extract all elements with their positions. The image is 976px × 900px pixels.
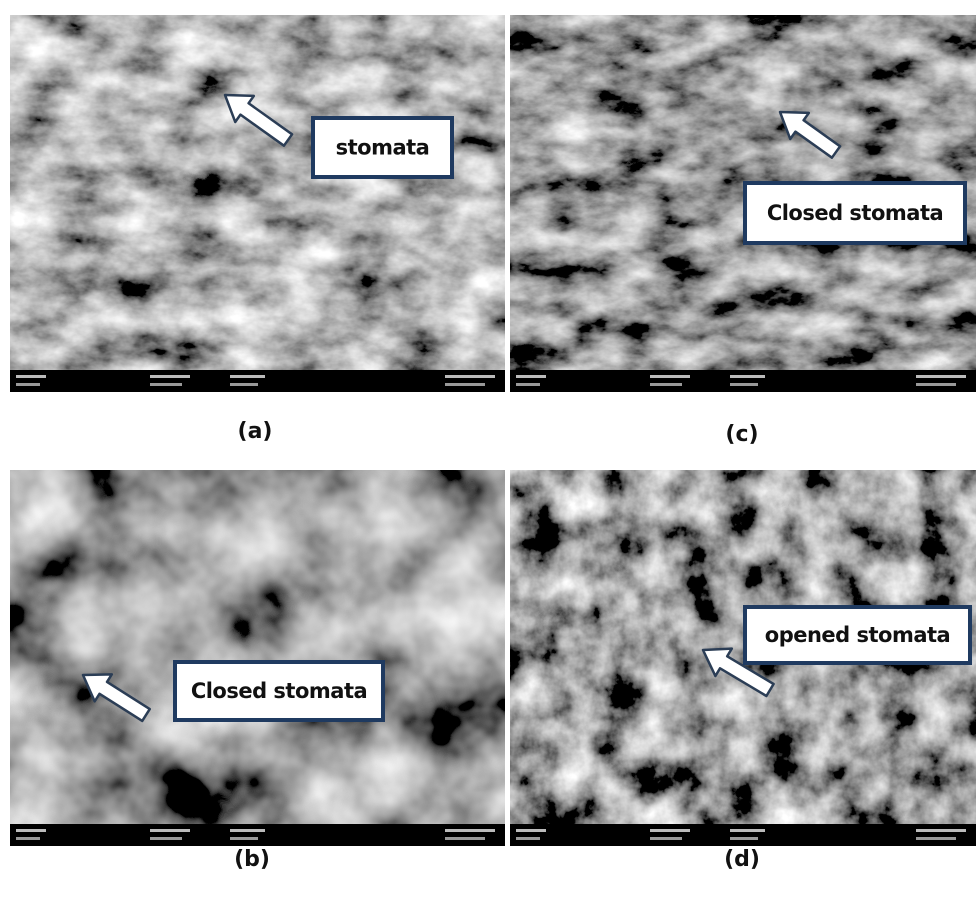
info-text	[730, 829, 765, 832]
micrograph	[10, 15, 505, 370]
info-text	[16, 375, 46, 378]
info-text	[445, 383, 485, 386]
info-text	[445, 375, 495, 378]
info-text	[730, 837, 758, 840]
arrow	[223, 93, 294, 147]
info-text	[516, 375, 546, 378]
info-text	[730, 383, 758, 386]
info-bar	[10, 370, 505, 392]
label-box	[173, 660, 385, 722]
info-text	[650, 829, 690, 832]
panel: opened stomata (d)	[510, 470, 976, 872]
label-box	[311, 116, 454, 179]
info-text	[916, 383, 956, 386]
info-text	[650, 375, 690, 378]
info-text	[445, 829, 495, 832]
label-text: Closed stomata	[191, 679, 367, 703]
info-text	[916, 375, 966, 378]
info-text	[445, 837, 485, 840]
info-text	[516, 383, 540, 386]
info-text	[516, 837, 540, 840]
info-text	[650, 383, 682, 386]
panel-caption: (c)	[725, 422, 758, 447]
label-text: opened stomata	[765, 623, 950, 647]
label-box	[743, 605, 972, 665]
info-text	[230, 837, 258, 840]
info-text	[16, 829, 46, 832]
panel: Closed stomata (b)	[10, 470, 505, 872]
info-bar	[510, 370, 976, 392]
info-text	[916, 829, 966, 832]
panel: stomata (a)	[10, 15, 505, 444]
info-bar	[10, 824, 505, 846]
arrow	[701, 647, 775, 698]
panel-caption: (a)	[238, 419, 273, 444]
arrow	[81, 673, 152, 723]
info-text	[230, 829, 265, 832]
info-text	[150, 383, 182, 386]
arrow	[778, 110, 842, 159]
info-text	[150, 375, 190, 378]
panel-caption: (b)	[234, 847, 270, 872]
label-text: Closed stomata	[767, 201, 943, 225]
label-text: stomata	[336, 136, 430, 160]
info-text	[230, 375, 265, 378]
label-box	[743, 181, 967, 245]
info-text	[16, 837, 40, 840]
info-text	[916, 837, 956, 840]
info-text	[516, 829, 546, 832]
panel: Closed stomata (c)	[510, 15, 976, 447]
micrograph	[10, 470, 505, 824]
info-text	[150, 829, 190, 832]
panel-caption: (d)	[724, 847, 760, 872]
info-text	[650, 837, 682, 840]
info-text	[230, 383, 258, 386]
info-bar	[510, 824, 976, 846]
info-text	[16, 383, 40, 386]
info-text	[150, 837, 182, 840]
info-text	[730, 375, 765, 378]
